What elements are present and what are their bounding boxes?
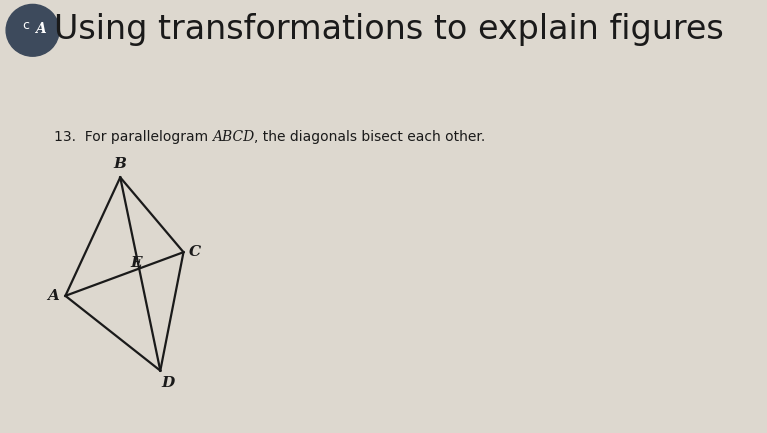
Text: Using transformations to explain figures: Using transformations to explain figures [54,13,723,46]
Text: , the diagonals bisect each other.: , the diagonals bisect each other. [255,130,486,144]
Text: D: D [161,376,175,390]
Text: E: E [130,256,142,270]
Text: C: C [189,245,202,259]
Text: ABCD: ABCD [212,130,255,144]
Circle shape [6,4,59,56]
Text: B: B [114,157,127,171]
Text: A: A [48,289,60,303]
Text: A: A [35,22,46,36]
Text: 13.  For parallelogram: 13. For parallelogram [54,130,212,144]
Text: c: c [23,19,30,32]
